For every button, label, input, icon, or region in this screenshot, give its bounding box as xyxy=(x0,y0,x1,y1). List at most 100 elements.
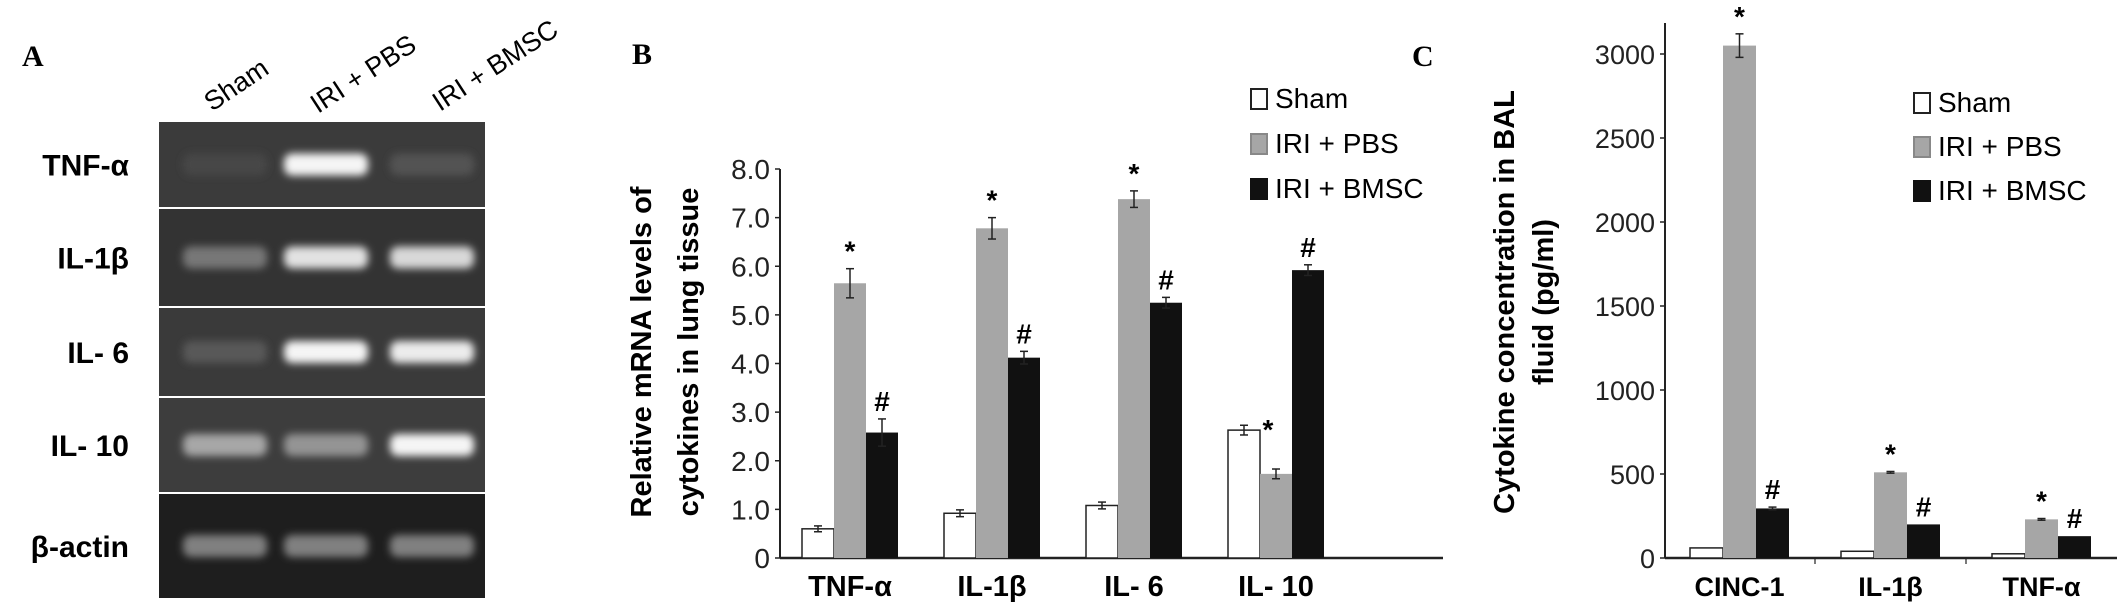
legend-swatch xyxy=(1250,178,1268,200)
bar xyxy=(801,528,835,559)
gel-band xyxy=(390,341,474,363)
gel-band xyxy=(284,341,368,363)
y-tick-label: 2000 xyxy=(1595,208,1655,238)
significance-mark: # xyxy=(1916,491,1932,522)
y-tick-label: 1500 xyxy=(1595,292,1655,322)
x-tick-label: IL- 10 xyxy=(1238,571,1314,603)
significance-mark: * xyxy=(1129,158,1140,189)
bar xyxy=(1085,504,1119,559)
significance-mark: # xyxy=(1158,264,1174,295)
y-tick-label: 3.0 xyxy=(731,397,770,428)
y-tick-label: 0 xyxy=(754,543,770,574)
y-axis-label: Cytokine concentration in BAL xyxy=(1489,90,1521,514)
bar xyxy=(1118,199,1150,558)
y-tick-label: 500 xyxy=(1610,460,1655,490)
significance-mark: # xyxy=(2067,503,2083,534)
gel-band xyxy=(183,341,267,363)
gel-band xyxy=(183,434,267,456)
gel-band xyxy=(183,246,267,269)
gel-row-label: IL- 10 xyxy=(51,430,129,463)
y-tick-label: 8.0 xyxy=(731,154,770,185)
significance-mark: * xyxy=(1885,438,1896,469)
gel-band xyxy=(284,535,368,557)
lane-label: IRI + BMSC xyxy=(427,14,564,117)
y-tick-label: 2.0 xyxy=(731,446,770,477)
bar xyxy=(834,283,866,558)
gel-band xyxy=(390,246,474,269)
gel-band xyxy=(183,153,267,176)
gel-band xyxy=(284,246,368,269)
bar xyxy=(1227,429,1261,559)
gel-band xyxy=(284,434,368,456)
significance-mark: * xyxy=(845,236,856,267)
bar xyxy=(1874,472,1907,558)
legend-label: IRI + BMSC xyxy=(1275,173,1424,204)
y-tick-label: 4.0 xyxy=(731,349,770,380)
y-tick-label: 5.0 xyxy=(731,300,770,331)
significance-mark: * xyxy=(987,185,998,216)
y-tick-label: 7.0 xyxy=(731,203,770,234)
lane-label: Sham xyxy=(199,53,274,117)
legend-swatch xyxy=(1250,88,1268,110)
y-axis-label: Relative mRNA levels of xyxy=(626,186,658,517)
significance-mark: # xyxy=(1300,232,1316,263)
legend-label: IRI + PBS xyxy=(1938,131,2062,162)
panel-b-label: B xyxy=(632,38,652,71)
significance-mark: * xyxy=(2036,486,2047,517)
legend-label: Sham xyxy=(1938,87,2011,118)
bar xyxy=(1689,547,1724,559)
x-tick-label: IL- 6 xyxy=(1104,571,1164,603)
legend-label: IRI + BMSC xyxy=(1938,175,2087,206)
significance-mark: # xyxy=(1016,318,1032,349)
bar xyxy=(2025,519,2058,558)
bar xyxy=(1150,302,1182,558)
y-tick-label: 1.0 xyxy=(731,494,770,525)
panel-c-label: C xyxy=(1412,40,1434,73)
bar xyxy=(1991,553,2026,559)
bar xyxy=(1756,508,1789,558)
significance-mark: # xyxy=(1765,474,1781,505)
panel-a: A TNF-α IL-1β IL- 6 IL- 10 β-actin Sham IRI … xyxy=(22,14,563,598)
gel-image: TNF-α IL-1β IL- 6 IL- 10 β-actin xyxy=(31,122,485,598)
y-tick-label: 6.0 xyxy=(731,251,770,282)
legend-label: IRI + PBS xyxy=(1275,128,1399,159)
chart-c: 0 500 1000 1500 2000 2500 3000 Cytokine concent… xyxy=(1489,1,2117,602)
gel-band xyxy=(284,153,368,176)
legend-swatch xyxy=(1913,136,1931,158)
gel-band xyxy=(183,535,267,557)
gel-band xyxy=(390,434,474,456)
legend-swatch xyxy=(1913,180,1931,202)
y-axis-label: cytokines in lung tissue xyxy=(673,188,705,517)
lane-label: IRI + PBS xyxy=(305,29,421,119)
x-tick-label: TNF-α xyxy=(808,571,892,603)
bar xyxy=(866,432,898,558)
gel-row-label: TNF-α xyxy=(42,150,129,183)
panel-c: C 0 500 1000 1500 2000 2500 3000 Cytokine conce… xyxy=(1412,1,2117,602)
lane-labels: Sham IRI + PBS IRI + BMSC xyxy=(199,14,564,119)
legend-swatch xyxy=(1913,92,1931,114)
y-tick-label: 0 xyxy=(1640,544,1655,574)
x-tick-label: IL-1β xyxy=(1858,572,1922,602)
gel-band xyxy=(390,535,474,557)
gel-row-label: IL-1β xyxy=(57,243,129,276)
x-tick-label: IL-1β xyxy=(957,571,1026,603)
y-tick-label: 3000 xyxy=(1595,40,1655,70)
legend-label: Sham xyxy=(1275,83,1348,114)
y-axis-label: fluid (pg/ml) xyxy=(1528,219,1560,385)
gel-band xyxy=(390,153,474,176)
significance-mark: * xyxy=(1263,414,1274,445)
bar xyxy=(1907,524,1940,558)
bar xyxy=(2058,536,2091,558)
legend-swatch xyxy=(1250,133,1268,155)
y-tick-label: 2500 xyxy=(1595,124,1655,154)
x-tick-label: CINC-1 xyxy=(1694,572,1784,602)
bar xyxy=(1723,45,1756,559)
panel-a-label: A xyxy=(22,40,44,73)
bar xyxy=(976,228,1008,558)
bar xyxy=(1840,550,1875,559)
x-tick-label: TNF-α xyxy=(2002,572,2080,602)
bar xyxy=(943,512,977,559)
significance-mark: # xyxy=(874,386,890,417)
gel-row-label: IL- 6 xyxy=(67,337,129,370)
